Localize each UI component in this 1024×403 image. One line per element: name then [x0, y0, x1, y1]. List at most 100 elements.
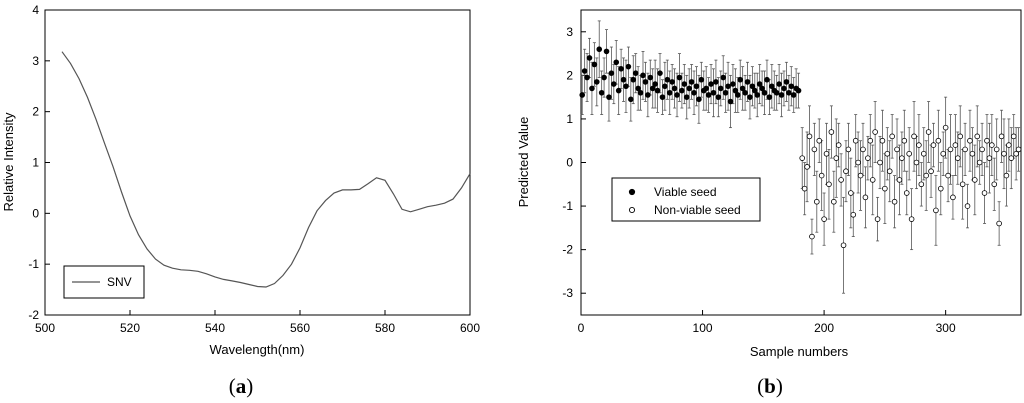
chart-b-point-viable [703, 85, 709, 92]
chart-b-legend: Viable seed Non-viable seed [611, 177, 761, 222]
chart-b-point-nonviable [801, 185, 808, 192]
chart-b-xtick-label: 200 [814, 321, 834, 335]
chart-b-point-viable [749, 83, 756, 90]
chart-b-point-viable [722, 89, 729, 96]
chart-b-point-nonviable [996, 220, 1002, 227]
chart-b-point-viable [635, 85, 641, 92]
chart-b-point-viable [671, 85, 678, 92]
chart-a-tick-labels: 500 520 540 560 580 600 -2 -1 0 1 2 3 4 [28, 3, 480, 335]
chart-b-point-viable [681, 81, 688, 87]
chart-b-point-nonviable [984, 137, 990, 144]
chart-b-ytick-label: 0 [566, 156, 573, 170]
chart-b-point-nonviable [860, 146, 866, 153]
chart-b-point-viable [586, 55, 593, 61]
chart-b-point-viable [713, 79, 719, 85]
chart-b-point-nonviable [957, 133, 964, 140]
chart-a-xtick-label: 560 [290, 321, 310, 335]
chart-b-point-nonviable [1008, 155, 1015, 161]
chart-b-point-nonviable [828, 129, 835, 135]
chart-a-ytick-label: -2 [28, 308, 39, 322]
chart-b-legend-marker-viable [628, 188, 636, 196]
chart-b-point-viable [705, 92, 712, 98]
chart-b-xlabel: Sample numbers [750, 344, 849, 359]
chart-b-point-viable [715, 94, 722, 100]
chart-a: 500 520 540 560 580 600 -2 -1 0 1 2 3 4 Wavelength(n… [1, 3, 480, 398]
chart-b-point-viable [747, 94, 753, 100]
chart-b-point-nonviable [962, 146, 968, 153]
chart-b-point-nonviable [950, 194, 956, 201]
chart-b-point-nonviable [889, 133, 895, 140]
chart-b-point-viable [596, 46, 603, 53]
chart-b-point-viable [584, 74, 590, 81]
chart-b-point-nonviable [852, 137, 859, 144]
chart-b-point-nonviable [814, 198, 820, 205]
chart-a-series-line-snv [61, 51, 471, 288]
chart-b-legend-marker-nonviable [628, 206, 636, 214]
chart-b-point-viable [628, 96, 634, 103]
chart-b-point-nonviable [826, 181, 832, 188]
chart-b-point-viable [623, 83, 629, 90]
chart-b-point-viable [795, 87, 802, 94]
chart-a-xtick-label: 600 [460, 321, 480, 335]
chart-b-point-nonviable [879, 137, 886, 144]
chart-b-point-nonviable [804, 164, 810, 170]
chart-b-point-viable [737, 76, 744, 83]
chart-b-point-viable [645, 92, 651, 98]
chart-b-ytick-label: 2 [566, 68, 573, 82]
chart-b-point-viable [710, 89, 717, 96]
chart-b-point-nonviable [886, 168, 893, 175]
chart-b-point-nonviable [952, 142, 959, 148]
chart-b-point-nonviable [903, 190, 910, 196]
chart-b-legend-label-nonviable: Non-viable seed [654, 203, 741, 217]
chart-b-point-nonviable [845, 146, 852, 153]
chart-b-point-viable [686, 85, 692, 92]
chart-b-point-viable [759, 85, 765, 92]
chart-b-point-nonviable [933, 207, 939, 214]
chart-a-ylabel: Relative Intensity [1, 112, 16, 211]
chart-b-point-viable [642, 79, 649, 85]
chart-b-point-nonviable [989, 142, 995, 148]
chart-b-point-nonviable [821, 216, 827, 222]
chart-b-point-nonviable [838, 177, 844, 183]
chart-a-ytick-label: 1 [32, 156, 39, 170]
chart-b-point-viable [579, 92, 586, 98]
chart-b-point-viable [657, 70, 663, 76]
chart-b-point-nonviable [811, 146, 818, 153]
chart-b-point-nonviable [981, 190, 988, 196]
chart-b-point-nonviable [979, 146, 985, 153]
chart-b-point-nonviable [901, 137, 908, 144]
chart-a-ytick-label: 4 [32, 3, 39, 17]
chart-b-point-nonviable [806, 133, 813, 140]
chart-b-point-viable [603, 48, 610, 55]
chart-b-point-nonviable [872, 129, 878, 135]
chart-b-point-viable [589, 85, 595, 92]
chart-b-point-nonviable [835, 142, 842, 148]
chart-b-point-viable [717, 85, 724, 92]
chart-b-point-nonviable [833, 155, 840, 161]
chart-b-point-viable [754, 92, 761, 98]
chart-b-point-nonviable [862, 194, 869, 201]
chart-b-point-nonviable [1001, 150, 1007, 157]
chart-b-point-nonviable [911, 133, 917, 140]
chart-b-point-nonviable [896, 177, 903, 183]
chart-b-point-viable [662, 83, 668, 90]
chart-b-point-nonviable [976, 159, 983, 166]
chart-b-point-nonviable [954, 155, 961, 161]
chart-b-point-nonviable [891, 198, 898, 205]
chart-b-ticks [580, 31, 947, 315]
chart-b-point-nonviable [930, 142, 937, 148]
chart-b-ytick-label: 3 [566, 25, 573, 39]
chart-b-point-nonviable [867, 137, 874, 144]
chart-b-point-nonviable [964, 203, 971, 209]
chart-a-panel-label: (a) [229, 374, 254, 398]
chart-b-point-viable [734, 92, 741, 98]
chart-b-point-viable [630, 76, 637, 83]
chart-b-ytick-label: 1 [566, 112, 573, 126]
chart-a-xtick-label: 580 [375, 321, 395, 335]
chart-b-point-viable [783, 79, 790, 85]
chart-b-point-nonviable [940, 150, 947, 157]
chart-b-point-viable [761, 89, 768, 96]
chart-b-point-viable [788, 83, 795, 90]
chart-b-point-viable [725, 83, 731, 90]
